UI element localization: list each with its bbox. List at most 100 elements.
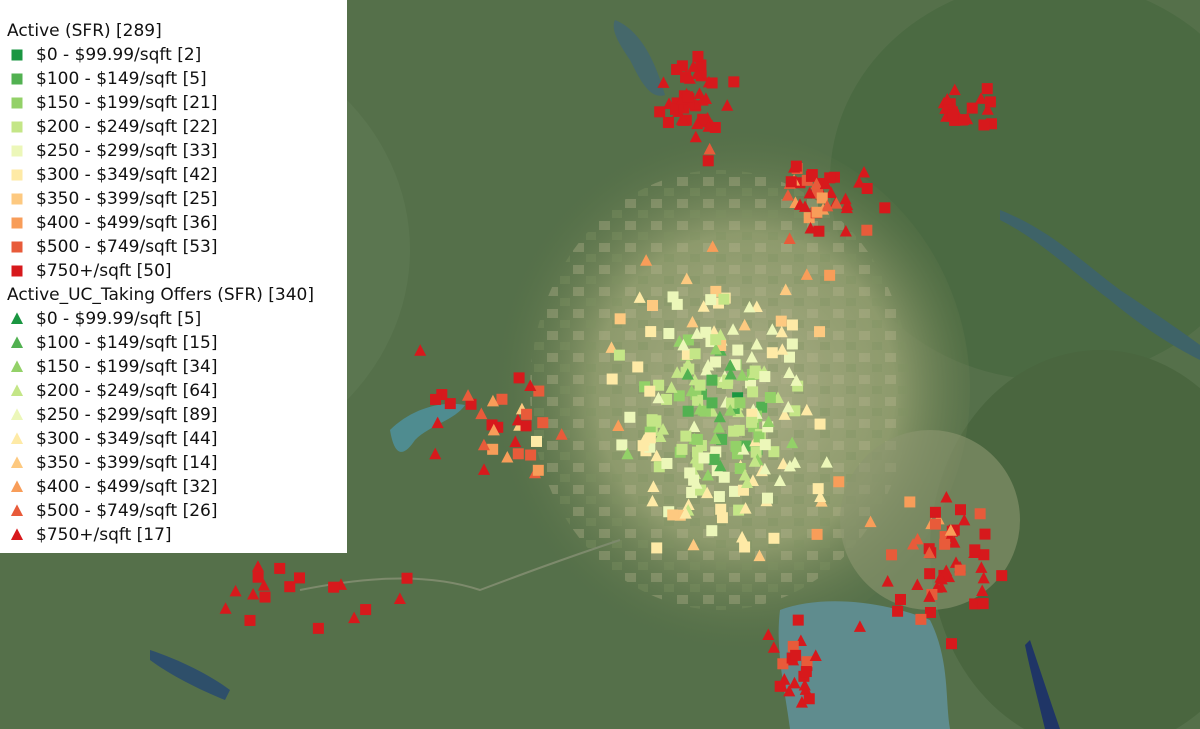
listing-marker (700, 326, 712, 338)
legend-label: $750+/sqft [50] (36, 261, 172, 281)
listing-marker (679, 507, 692, 519)
listing-marker (984, 96, 996, 108)
listing-marker (698, 452, 710, 464)
listing-marker (804, 221, 817, 234)
legend-symbol (10, 456, 24, 468)
listing-marker (974, 92, 988, 104)
listing-marker (465, 398, 477, 410)
listing-marker (733, 504, 745, 516)
legend-symbol (10, 360, 24, 372)
listing-marker (676, 60, 688, 72)
listing-marker (756, 401, 768, 413)
listing-marker (879, 202, 891, 214)
listing-marker (766, 347, 778, 359)
listing-marker (676, 443, 688, 455)
markers (219, 50, 1008, 708)
listing-marker (721, 99, 734, 111)
listing-marker (941, 93, 954, 105)
listing-marker (683, 97, 695, 109)
listing-marker (677, 114, 690, 126)
listing-marker (726, 397, 738, 409)
listing-marker (487, 443, 499, 455)
listing-marker (682, 334, 694, 346)
listing-marker (647, 480, 660, 492)
listing-marker (709, 342, 722, 355)
lake (1000, 210, 1200, 360)
listing-marker (801, 656, 813, 668)
listing-marker (693, 402, 706, 415)
legend-label: $300 - $349/sqft [42] (36, 165, 218, 185)
listing-marker (613, 349, 625, 361)
listing-marker (786, 319, 798, 331)
listing-marker (671, 298, 683, 310)
listing-marker (612, 419, 625, 431)
listing-marker (705, 294, 717, 306)
listing-marker (729, 485, 741, 497)
listing-marker (706, 77, 718, 89)
listing-marker (670, 103, 682, 115)
listing-marker (861, 224, 873, 236)
listing-marker (656, 423, 670, 435)
listing-marker (825, 186, 838, 198)
listing-marker (486, 394, 499, 407)
listing-marker (259, 591, 271, 603)
listing-marker (682, 91, 694, 103)
listing-marker (753, 549, 766, 562)
listing-marker (733, 424, 745, 436)
listing-marker (654, 430, 667, 443)
listing-marker (929, 518, 941, 530)
legend-symbol (11, 121, 23, 133)
listing-marker (979, 528, 991, 540)
listing-marker (685, 384, 698, 397)
listing-marker (764, 392, 776, 404)
listing-marker (747, 386, 759, 398)
legend-label: $500 - $749/sqft [53] (36, 237, 218, 257)
listing-marker (824, 269, 836, 281)
listing-marker (904, 496, 916, 508)
listing-marker (710, 334, 722, 346)
listing-marker (393, 592, 406, 605)
listing-marker (809, 649, 822, 661)
legend-label: $250 - $299/sqft [89] (36, 405, 218, 425)
legend-label: $200 - $249/sqft [64] (36, 381, 218, 401)
listing-marker (706, 525, 718, 537)
listing-marker (911, 578, 924, 590)
legend-symbol (10, 336, 24, 348)
listing-marker (713, 410, 726, 423)
listing-marker (738, 468, 751, 481)
listing-marker (688, 420, 701, 433)
listing-marker (729, 359, 741, 371)
listing-marker (671, 366, 684, 378)
listing-marker (724, 359, 737, 371)
listing-marker (758, 462, 771, 475)
listing-marker (761, 492, 773, 504)
listing-marker (688, 474, 700, 486)
legend-symbol (11, 169, 23, 181)
listing-marker (966, 102, 978, 114)
listing-marker (892, 605, 904, 617)
listing-marker (732, 344, 744, 356)
listing-marker (923, 546, 936, 558)
listing-marker (986, 118, 998, 130)
listing-marker (686, 487, 698, 499)
listing-marker (697, 300, 710, 312)
listing-marker (839, 224, 852, 237)
listing-marker (657, 76, 670, 88)
listing-marker (252, 571, 264, 583)
listing-marker (689, 130, 702, 143)
listing-marker (644, 441, 656, 453)
listing-marker (750, 337, 763, 350)
listing-marker (274, 562, 286, 574)
listing-marker (706, 240, 719, 252)
listing-marker (786, 338, 798, 350)
listing-marker (651, 542, 663, 554)
listing-marker (940, 490, 953, 503)
listing-marker (713, 491, 725, 503)
listing-marker (775, 325, 788, 338)
listing-marker (739, 502, 752, 514)
listing-marker (524, 379, 537, 392)
listing-marker (939, 538, 951, 550)
listing-marker (681, 368, 694, 380)
listing-marker (775, 315, 787, 327)
listing-marker (511, 413, 524, 426)
